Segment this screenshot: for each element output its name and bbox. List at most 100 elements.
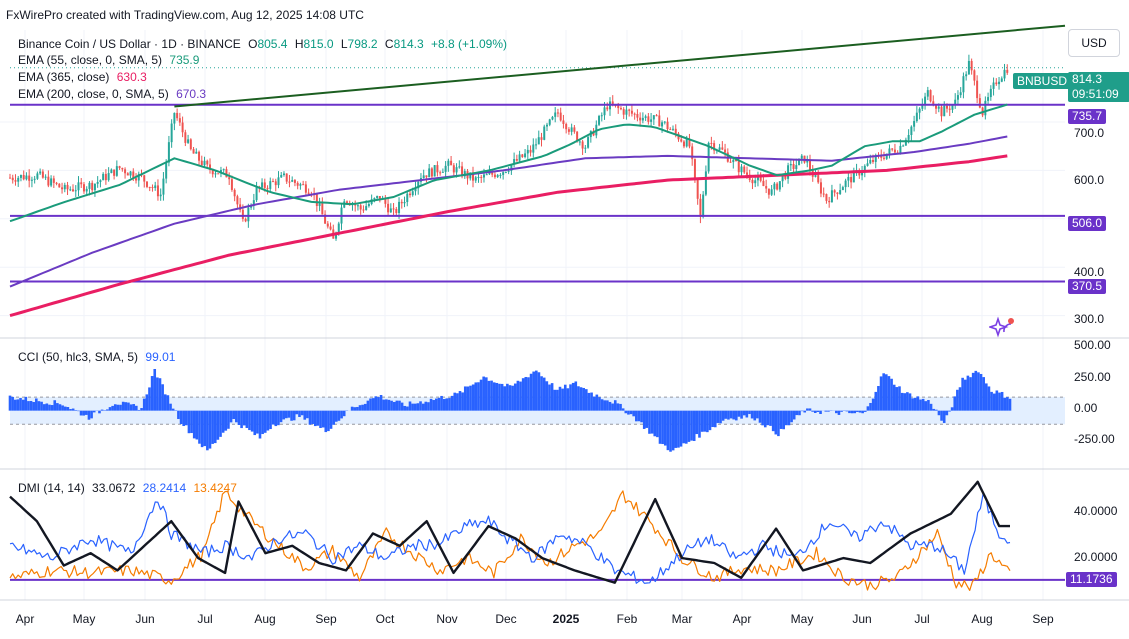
candle-down (710, 142, 713, 144)
cci-bar (945, 410, 949, 416)
candle-down (619, 108, 622, 110)
cci-bar (550, 383, 554, 411)
cci-bar (892, 384, 896, 411)
cci-bar (371, 398, 375, 411)
currency-button[interactable]: USD (1068, 29, 1120, 57)
month-label: Jun (852, 612, 872, 626)
candle-up (943, 105, 946, 117)
candle-down (400, 201, 403, 204)
dmi-pane (9, 480, 1065, 592)
cci-bar (758, 410, 762, 423)
cci-bar (708, 410, 712, 431)
candle-down (176, 112, 179, 119)
candle-down (767, 188, 770, 195)
cci-bar (245, 410, 249, 428)
candle-down (784, 175, 787, 179)
legend-dmi[interactable]: DMI (14, 14) 33.0672 28.2414 13.4247 (18, 479, 237, 497)
cci-bar (940, 410, 943, 421)
candle-down (156, 185, 159, 197)
candle-up (44, 176, 47, 178)
candle-down (14, 180, 17, 182)
cci-bar (50, 405, 54, 411)
cci-bar (292, 410, 296, 421)
month-label: Aug (971, 612, 993, 626)
candle-down (721, 147, 724, 150)
cci-bar (195, 410, 199, 440)
candle-up (907, 135, 910, 140)
cci-bar (227, 410, 230, 429)
cci-bar (924, 401, 928, 411)
price-tick-400: 400.0 (1074, 265, 1105, 279)
month-label: May (790, 612, 814, 626)
candle-up (474, 177, 477, 181)
cci-bar (927, 400, 930, 411)
cci-bar (1006, 397, 1009, 411)
candle-down (606, 107, 609, 110)
candle-up (398, 201, 401, 213)
candle-down (493, 174, 496, 178)
candle-down (729, 161, 732, 163)
candle-down (940, 106, 943, 117)
cci-bar (890, 378, 893, 411)
candle-up (959, 92, 962, 96)
candle-down (688, 138, 691, 147)
legend-ema200[interactable]: EMA (200, close, 0, SMA, 5) 670.3 (18, 85, 206, 103)
candle-up (488, 172, 491, 175)
cci-bar (121, 401, 125, 411)
cci-bar (861, 410, 864, 414)
candle-down (430, 168, 433, 177)
candle-down (230, 179, 233, 190)
cci-bar (763, 410, 767, 428)
cci-bar (885, 374, 888, 411)
dmi-tick-20: 20.0000 (1074, 550, 1118, 564)
cci-bar (458, 391, 462, 411)
candle-up (740, 166, 743, 173)
candle-up (899, 145, 902, 153)
candle-down (762, 180, 765, 187)
candle-up (915, 112, 918, 122)
cci-bar (745, 410, 749, 418)
cci-bar (908, 393, 912, 411)
cci-bar (8, 395, 12, 411)
cci-bar (500, 383, 504, 411)
cci-bar (977, 372, 980, 411)
candle-down (184, 132, 187, 143)
candle-up (291, 180, 294, 182)
cci-bar (716, 410, 720, 423)
cci-bar (598, 397, 601, 411)
cci-bar (374, 396, 378, 411)
candle-down (633, 113, 636, 115)
cci-bar (87, 410, 91, 420)
legend-cci[interactable]: CCI (50, hlc3, SMA, 5) 99.01 (18, 348, 175, 366)
cci-bar (721, 410, 725, 421)
cci-bar (140, 408, 143, 411)
countdown: 09:51:09 (1072, 87, 1119, 101)
cci-bar (324, 410, 328, 433)
cci-bar (850, 410, 854, 414)
cci-bar (471, 384, 475, 411)
candle-up (261, 182, 264, 188)
candle-up (318, 203, 321, 207)
cci-bar (992, 393, 996, 411)
cci-bar (769, 410, 772, 426)
cci-bar (690, 410, 693, 441)
cci-bar (369, 398, 372, 411)
sparkle-icon[interactable] (989, 316, 1017, 338)
cci-bar (208, 410, 212, 449)
level-370-badge: 370.5 (1068, 279, 1107, 294)
legend-ema365[interactable]: EMA (365, close) 630.3 (18, 68, 147, 86)
candle-down (735, 159, 738, 162)
cci-bar (406, 406, 409, 411)
candle-down (973, 70, 976, 81)
candle-up (50, 178, 53, 186)
candle-up (406, 193, 409, 202)
candle-down (82, 184, 85, 192)
legend-ema200-value: 670.3 (176, 87, 207, 101)
candle-down (891, 148, 894, 150)
cci-bar (585, 389, 588, 411)
candle-up (337, 223, 340, 233)
candle-up (885, 153, 888, 159)
legend-ema55[interactable]: EMA (55, close, 0, SMA, 5) 735.9 (18, 51, 199, 69)
candle-down (529, 149, 532, 153)
